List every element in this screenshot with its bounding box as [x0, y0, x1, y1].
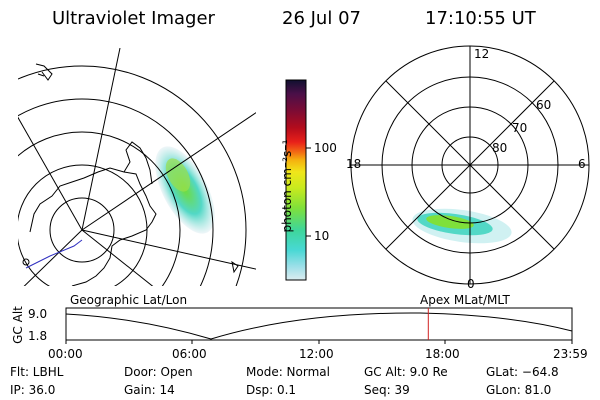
altitude-curve: [65, 312, 573, 340]
geographic-map: [18, 48, 256, 286]
mlat-label-70: 70: [512, 121, 528, 135]
ip-status: IP: 36.0: [10, 383, 56, 397]
time-tick-0600: 06:00: [172, 347, 207, 361]
mlt-label-0: 0: [467, 277, 475, 291]
mode-status: Mode: Normal: [246, 365, 330, 379]
seq-status: Seq: 39: [364, 383, 410, 397]
altitude-tick-low: 1.8: [28, 329, 48, 343]
colorbar-tick-100: 100: [314, 141, 337, 155]
south-america-coastline: [35, 63, 53, 81]
gain-status: Gain: 14: [124, 383, 175, 397]
filter-status: Flt: LBHL: [10, 365, 64, 379]
observation-date: 26 Jul 07: [282, 8, 361, 29]
time-tick-2359: 23:59: [553, 347, 588, 361]
door-status: Door: Open: [124, 365, 193, 379]
mlat-label-60: 60: [536, 98, 552, 112]
altitude-tick-high: 9.0: [28, 307, 48, 321]
observation-time: 17:10:55 UT: [425, 8, 536, 29]
gc-alt-status: GC Alt: 9.0 Re: [364, 365, 448, 379]
altitude-axis-label: GC Alt: [11, 306, 25, 344]
antarctica-coastline: [29, 167, 157, 286]
time-tick-1200: 12:00: [299, 347, 334, 361]
apex-panel-label: Apex MLat/MLT: [420, 293, 510, 307]
colorbar-unit-label: photon cm⁻²s⁻¹: [280, 139, 294, 233]
polar-plot: [350, 45, 590, 285]
mlt-label-12: 12: [474, 47, 490, 61]
dsp-status: Dsp: 0.1: [246, 383, 297, 397]
mlt-label-18: 18: [346, 157, 362, 171]
colorbar-tick-10: 10: [314, 229, 330, 243]
glon-status: GLon: 81.0: [486, 383, 552, 397]
instrument-title: Ultraviolet Imager: [52, 8, 215, 29]
polar-spokes: [351, 46, 589, 284]
satellite-ground-track: [25, 239, 83, 269]
time-tick-0000: 00:00: [48, 347, 83, 361]
geographic-panel-label: Geographic Lat/Lon: [70, 293, 188, 307]
longitude-lines: [18, 48, 256, 286]
time-tick-1800: 18:00: [425, 347, 460, 361]
mlt-label-6: 6: [578, 157, 586, 171]
mlat-label-80: 80: [492, 141, 508, 155]
altitude-plot: [65, 307, 573, 344]
latitude-circles: [18, 65, 247, 286]
colorbar: [285, 79, 311, 281]
glat-status: GLat: −64.8: [486, 365, 559, 379]
